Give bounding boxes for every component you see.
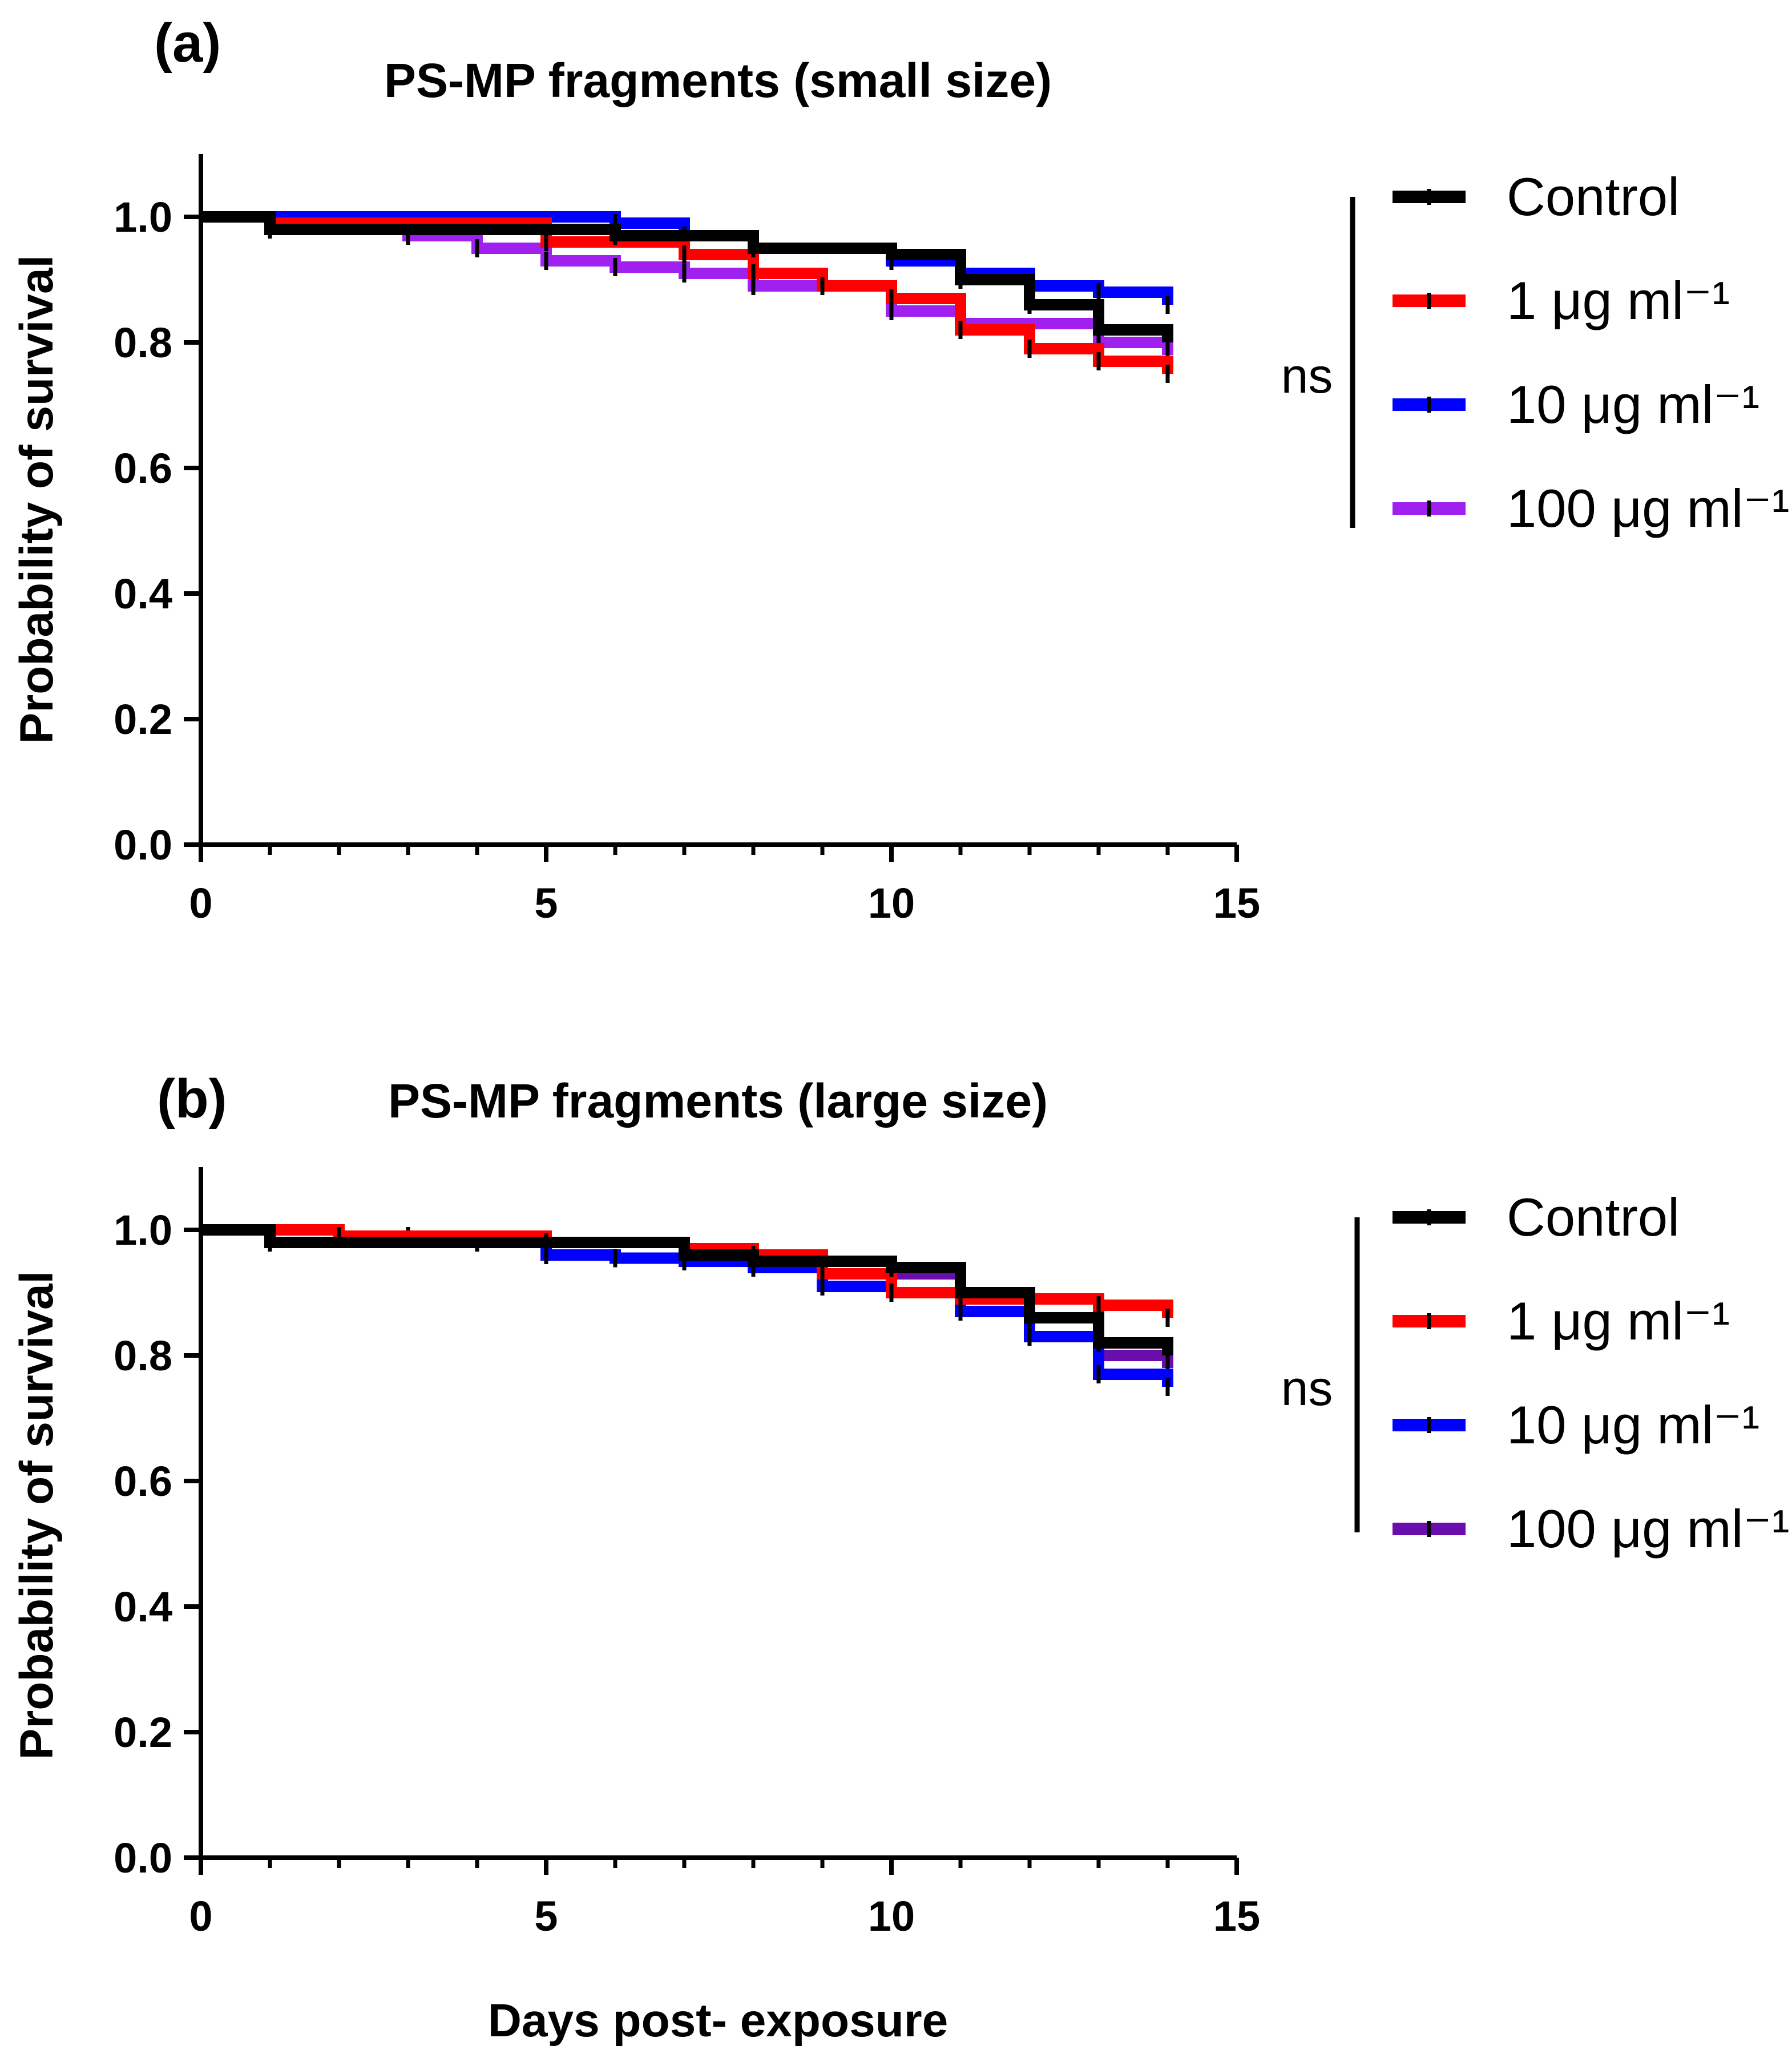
legend-label-2: 10 μg ml⁻¹: [1507, 374, 1759, 434]
legend-label-2: 10 μg ml⁻¹: [1507, 1395, 1759, 1455]
panel-b-title: PS-MP fragments (large size): [388, 1074, 1048, 1128]
panel-a-title: PS-MP fragments (small size): [384, 54, 1052, 107]
legend-label-1: 1 μg ml⁻¹: [1507, 271, 1730, 330]
panel-b-significance-label: ns: [1281, 1361, 1333, 1416]
panel-a-y-axis-title: Probability of survival: [11, 255, 63, 744]
legend-label-1: 1 μg ml⁻¹: [1507, 1291, 1730, 1351]
y-tick-label: 0.2: [114, 696, 172, 743]
legend-label-0: Control: [1507, 1187, 1680, 1247]
y-tick-label: 0.0: [114, 1834, 172, 1882]
y-tick-label: 0.6: [114, 445, 172, 492]
y-tick-label: 0.0: [114, 821, 172, 869]
panel-a-plot: 0.0 0.2 0.4 0.6 0.8 1.0 0 5 10 15: [114, 154, 1260, 927]
panel-b-y-axis-title: Probability of survival: [11, 1271, 63, 1760]
y-tick-label: 0.6: [114, 1458, 172, 1505]
panel-a: (a) PS-MP fragments (small size) Probabi…: [11, 13, 1790, 927]
legend-label-3: 100 μg ml⁻¹: [1507, 478, 1790, 538]
y-tick-label: 0.8: [114, 1332, 172, 1379]
x-tick-label: 10: [868, 1892, 915, 1940]
x-tick-label: 10: [868, 879, 915, 927]
panel-a-label: (a): [154, 13, 221, 74]
legend-label-0: Control: [1507, 167, 1680, 227]
x-tick-label: 0: [189, 1892, 212, 1940]
x-tick-label: 0: [189, 879, 212, 927]
y-tick-label: 1.0: [114, 193, 172, 241]
panel-b-label: (b): [157, 1068, 227, 1129]
y-tick-label: 1.0: [114, 1206, 172, 1254]
y-tick-label: 0.4: [114, 1583, 172, 1631]
y-tick-label: 0.2: [114, 1709, 172, 1756]
panel-b-legend: Control 1 μg ml⁻¹ 10 μg ml⁻¹ 100 μg ml⁻¹: [1393, 1187, 1790, 1559]
panel-b-plot: 0.0 0.2 0.4 0.6 0.8 1.0 0 5 10 15: [114, 1167, 1260, 1940]
x-tick-label: 5: [534, 879, 558, 927]
legend-label-3: 100 μg ml⁻¹: [1507, 1499, 1790, 1559]
y-tick-label: 0.4: [114, 570, 172, 618]
x-tick-label: 15: [1213, 1892, 1260, 1940]
panel-a-significance-label: ns: [1281, 349, 1333, 403]
x-tick-label: 5: [534, 1892, 558, 1940]
y-tick-label: 0.8: [114, 319, 172, 366]
panel-b-x-axis-title: Days post- exposure: [488, 1995, 949, 2047]
panel-b: (b) PS-MP fragments (large size) Probabi…: [11, 1068, 1790, 2047]
panel-a-legend: Control 1 μg ml⁻¹ 10 μg ml⁻¹ 100 μg ml⁻¹: [1393, 167, 1790, 538]
x-tick-label: 15: [1213, 879, 1260, 927]
